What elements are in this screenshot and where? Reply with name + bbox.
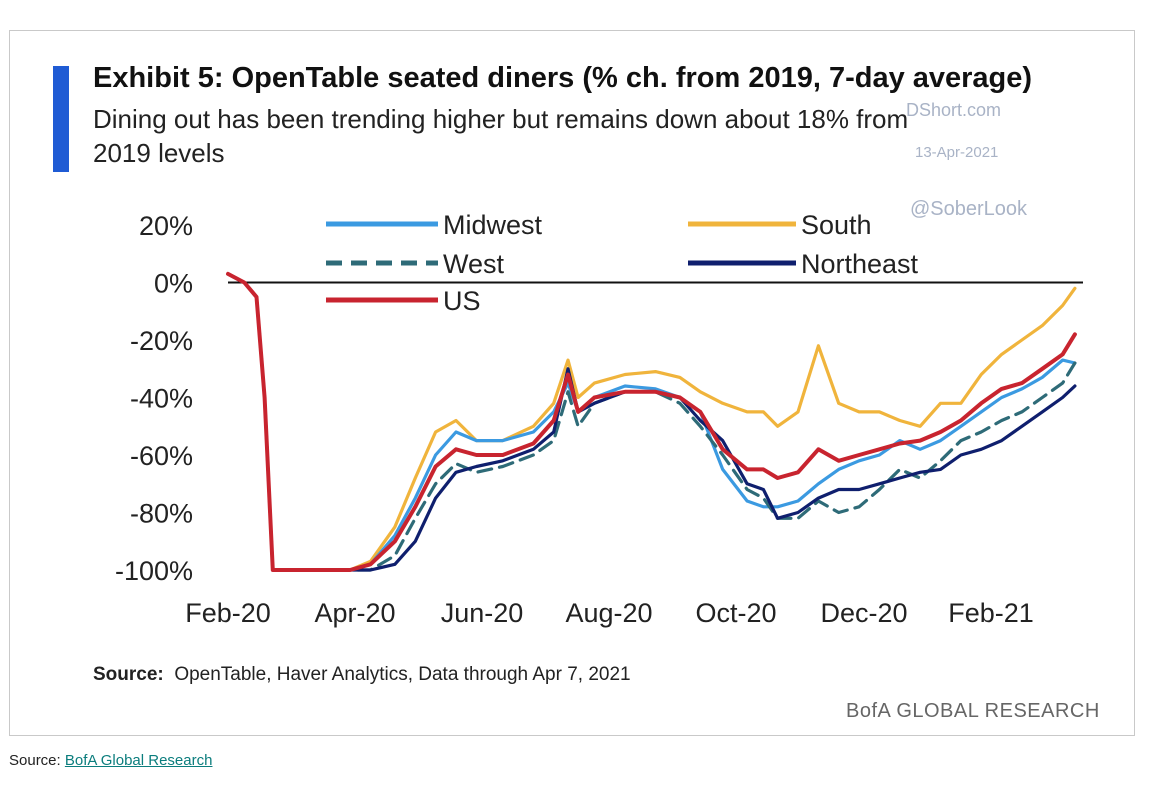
x-tick-label: Jun-20 bbox=[441, 598, 524, 628]
series-line-us bbox=[226, 271, 1077, 572]
source-text: OpenTable, Haver Analytics, Data through… bbox=[174, 664, 631, 685]
legend-label-northeast: Northeast bbox=[801, 249, 919, 279]
y-tick-label: 20% bbox=[139, 211, 193, 241]
y-tick-label: -20% bbox=[130, 326, 193, 356]
caption-source-link[interactable]: BofA Global Research bbox=[64, 752, 213, 769]
legend: Midwest South West Northeast US bbox=[326, 210, 919, 316]
watermark-handle: @SoberLook bbox=[910, 198, 1028, 220]
legend-label-west: West bbox=[443, 249, 505, 279]
exhibit-subtitle-line2: 2019 levels bbox=[93, 138, 225, 168]
page-caption: Source: BofA Global Research bbox=[9, 752, 212, 769]
series-line-south bbox=[226, 272, 1077, 572]
series-line-northeast bbox=[226, 272, 1077, 572]
accent-bar bbox=[53, 66, 69, 172]
x-axis-ticks: Feb-20 Apr-20 Jun-20 Aug-20 Oct-20 Dec-20 Feb-… bbox=[185, 598, 1034, 628]
series-line-west bbox=[226, 272, 1077, 572]
legend-label-us: US bbox=[443, 286, 481, 316]
y-tick-label: -40% bbox=[130, 384, 193, 414]
x-tick-label: Oct-20 bbox=[695, 598, 776, 628]
series-line-midwest bbox=[226, 272, 1077, 572]
x-tick-label: Feb-20 bbox=[185, 598, 271, 628]
exhibit-title: Exhibit 5: OpenTable seated diners (% ch… bbox=[93, 62, 1033, 94]
y-axis-ticks: 20% 0% -20% -40% -60% -80% -100% bbox=[115, 211, 193, 586]
y-tick-label: -60% bbox=[130, 441, 193, 471]
legend-label-midwest: Midwest bbox=[443, 210, 543, 240]
source-note: Source: OpenTable, Haver Analytics, Data… bbox=[93, 664, 631, 686]
x-tick-label: Dec-20 bbox=[820, 598, 907, 628]
y-tick-label: 0% bbox=[154, 269, 193, 299]
y-tick-label: -100% bbox=[115, 556, 193, 586]
watermark-date: 13-Apr-2021 bbox=[915, 144, 999, 161]
y-tick-label: -80% bbox=[130, 499, 193, 529]
x-tick-label: Feb-21 bbox=[948, 598, 1034, 628]
brand-label: BofA GLOBAL RESEARCH bbox=[846, 700, 1100, 722]
series-lines bbox=[226, 271, 1077, 572]
caption-prefix: Source: bbox=[9, 752, 65, 769]
watermark-site: DShort.com bbox=[906, 100, 1002, 120]
legend-label-south: South bbox=[801, 210, 872, 240]
x-tick-label: Aug-20 bbox=[565, 598, 652, 628]
x-tick-label: Apr-20 bbox=[314, 598, 395, 628]
source-label: Source: bbox=[93, 664, 164, 685]
exhibit-subtitle-line1: Dining out has been trending higher but … bbox=[93, 104, 909, 134]
